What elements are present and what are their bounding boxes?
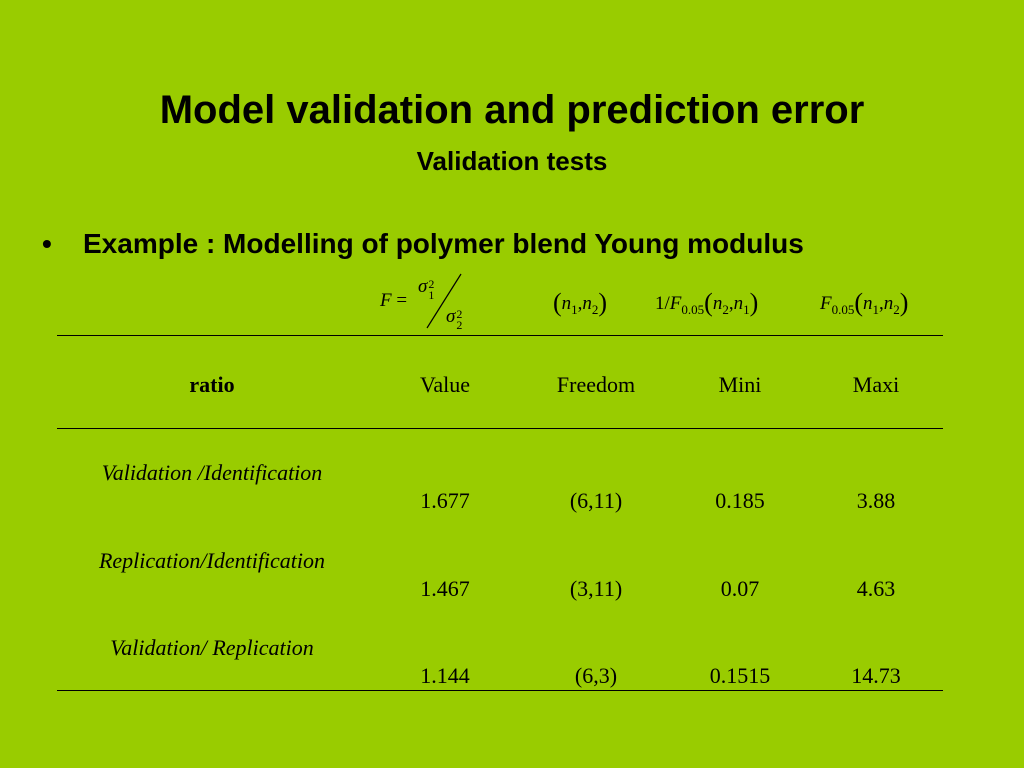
- table-cell: 1.677: [420, 488, 470, 513]
- formula-token: n: [582, 293, 592, 314]
- table-cell: (6,11): [569, 488, 623, 513]
- formula-token: F: [820, 293, 832, 314]
- table-cell: (3,11): [569, 575, 623, 601]
- sub: 2: [456, 318, 463, 332]
- header-cell: ratio: [189, 372, 235, 397]
- subtitle: Validation tests: [416, 146, 608, 176]
- header-cell: Value: [419, 372, 471, 397]
- formula-token: n: [561, 293, 572, 314]
- formula: 1/F0.05(n2,n1): [655, 288, 758, 318]
- header-cell: Mini: [718, 372, 762, 397]
- formula-token: n: [733, 293, 744, 314]
- bullet-marker: •: [42, 228, 52, 259]
- formula-token: ,: [728, 293, 734, 314]
- formula-token: 2: [591, 302, 599, 317]
- formula-token: F: [669, 293, 682, 314]
- sigma: σ: [418, 276, 428, 297]
- formula-token: ): [899, 288, 909, 317]
- formula-token: 0.05: [831, 302, 855, 317]
- table-cell: 4.63: [856, 575, 896, 601]
- table-cell: 0.185: [715, 488, 765, 513]
- row-label: Validation /Identification: [101, 460, 323, 485]
- formula-token: ,: [879, 293, 884, 314]
- table-cell: (6,3): [574, 663, 618, 688]
- row-label: Validation/ Replication: [110, 635, 314, 660]
- bullet-text: Example : Modelling of polymer blend You…: [83, 228, 804, 259]
- formula-token: 0.05: [681, 302, 705, 317]
- formula-token: ): [598, 288, 608, 317]
- formula-token: n: [883, 293, 894, 314]
- formula-token: (: [553, 288, 562, 317]
- sup: 2: [428, 277, 435, 291]
- sigma: σ: [446, 306, 456, 327]
- formula-token: ): [749, 288, 759, 317]
- f-lhs: F =: [380, 290, 407, 312]
- table-cell: 14.73: [851, 663, 901, 688]
- table-cell: 0.07: [720, 575, 760, 601]
- equals: =: [396, 290, 408, 311]
- formula-token: 1: [872, 302, 880, 317]
- row-label: Replication/Identification: [98, 547, 326, 573]
- formula-token: (: [854, 288, 864, 317]
- table-cell: 3.88: [856, 488, 896, 513]
- formula-token: 1: [571, 302, 578, 317]
- table-cell: 0.1515: [709, 663, 771, 688]
- fraction-slash: [426, 273, 462, 329]
- formula-token: 2: [893, 302, 900, 317]
- title: Model validation and prediction error: [159, 88, 865, 132]
- formula-token: (: [704, 288, 713, 317]
- formula: F0.05(n1,n2): [820, 288, 908, 318]
- table-cell: 1.467: [420, 575, 470, 601]
- sub: 1: [428, 288, 435, 302]
- formula-token: ,: [577, 293, 583, 314]
- header-cell: Maxi: [852, 372, 900, 397]
- sup: 2: [456, 307, 463, 321]
- table-rule: [57, 428, 943, 429]
- f-symbol: F: [380, 290, 392, 311]
- header-cell: Freedom: [556, 372, 636, 397]
- table-rule: [57, 690, 943, 691]
- table-rule: [57, 335, 943, 336]
- formula-token: n: [863, 293, 873, 314]
- formula-token: 2: [722, 302, 729, 317]
- formula-token: 1: [743, 302, 750, 317]
- table-cell: 1.144: [420, 663, 470, 688]
- formula: (n1,n2): [553, 288, 607, 318]
- formula-token: 1/: [655, 293, 670, 314]
- formula-token: n: [712, 293, 723, 314]
